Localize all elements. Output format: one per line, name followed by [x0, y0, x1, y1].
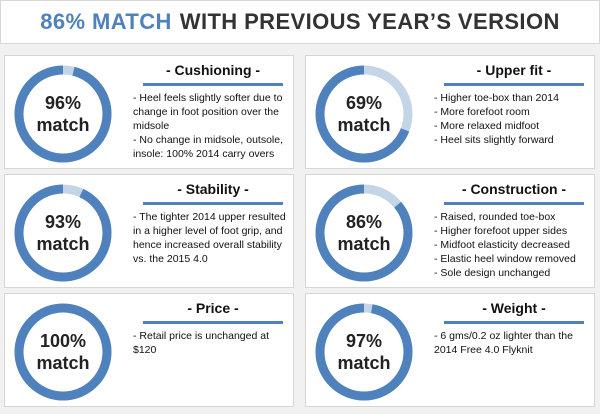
match-percent: 100%	[39, 331, 87, 351]
match-percent: 86%	[345, 212, 383, 232]
card-title: - Construction -	[461, 181, 567, 197]
card-title: - Stability -	[177, 181, 249, 197]
bullet-item: - Elastic heel window removed	[434, 253, 576, 265]
match-percent: 97%	[345, 331, 383, 351]
bullet-item: - 6 gms/0.2 oz lighter than the 2014 Fre…	[434, 330, 573, 356]
card-title: - Upper fit -	[476, 62, 552, 78]
donut-chart	[315, 303, 413, 401]
ring-progress-arc	[315, 184, 413, 282]
match-percent: 69%	[345, 93, 383, 113]
match-ring: 69% match	[314, 64, 414, 164]
card-weight: 97% match - Weight - - 6 gms/0.2 oz light…	[305, 293, 595, 407]
match-ring: 100% match	[13, 302, 113, 402]
card-upper-fit: 69% match - Upper fit - - Higher toe-box …	[305, 55, 595, 169]
match-label: 96% match	[13, 64, 113, 164]
match-label: 69% match	[314, 64, 414, 164]
bullet-item: - Heel feels slightly softer due to chan…	[133, 92, 283, 132]
ring-progress-arc	[14, 184, 112, 282]
match-percent: 96%	[44, 93, 82, 113]
title-underline	[143, 202, 283, 205]
donut-chart	[14, 65, 112, 163]
bullet-item: - No change in midsole, outsole, insole:…	[133, 134, 283, 160]
bullet-list: - Retail price is unchanged at $120	[133, 329, 291, 357]
card-construction: 86% match - Construction - - Raised, roun…	[305, 174, 595, 288]
bullet-item: - Retail price is unchanged at $120	[133, 330, 269, 356]
card-price: 100% match - Price - - Retail price is un…	[4, 293, 294, 407]
page-title: 86% MATCH WITH PREVIOUS YEAR’S VERSION	[0, 0, 600, 44]
match-ring: 96% match	[13, 64, 113, 164]
bullet-list: - Higher toe-box than 2014 - More forefoo…	[434, 91, 592, 147]
ring-progress-arc	[315, 65, 413, 163]
donut-chart	[315, 184, 413, 282]
ring-progress-arc	[315, 303, 413, 401]
match-label: 86% match	[314, 183, 414, 283]
card-stability: 93% match - Stability - - The tighter 201…	[4, 174, 294, 288]
card-title: - Cushioning -	[165, 62, 261, 78]
bullet-list: - 6 gms/0.2 oz lighter than the 2014 Fre…	[434, 329, 592, 357]
match-ring: 97% match	[314, 302, 414, 402]
match-word: match	[36, 353, 90, 373]
bullet-item: - Heel sits slightly forward	[434, 134, 554, 146]
bullet-list: - The tighter 2014 upper resulted in a h…	[133, 210, 291, 266]
match-ring: 86% match	[314, 183, 414, 283]
title-match-percent: 86% MATCH	[40, 9, 172, 34]
match-word: match	[337, 234, 391, 254]
title-underline	[143, 321, 283, 324]
ring-progress-arc	[14, 65, 112, 163]
match-ring: 93% match	[13, 183, 113, 283]
donut-chart	[14, 303, 112, 401]
match-label: 97% match	[314, 302, 414, 402]
match-word: match	[36, 115, 90, 135]
title-text: WITH PREVIOUS YEAR’S VERSION	[179, 9, 560, 34]
bullet-item: - More relaxed midfoot	[434, 120, 540, 132]
match-percent: 93%	[44, 212, 82, 232]
match-word: match	[36, 234, 90, 254]
match-word: match	[337, 353, 391, 373]
match-label: 93% match	[13, 183, 113, 283]
bullet-item: - Sole design unchanged	[434, 267, 551, 279]
bullet-item: - Higher toe-box than 2014	[434, 92, 559, 104]
card-title: - Weight -	[482, 300, 546, 316]
bullet-list: - Raised, rounded toe-box - Higher forefo…	[434, 210, 592, 280]
match-label: 100% match	[13, 302, 113, 402]
title-underline	[444, 321, 584, 324]
bullet-item: - Higher forefoot upper sides	[434, 225, 568, 237]
bullet-item: - Midfoot elasticity decreased	[434, 239, 570, 251]
title-underline	[143, 83, 283, 86]
bullet-item: - More forefoot room	[434, 106, 530, 118]
bullet-list: - Heel feels slightly softer due to chan…	[133, 91, 291, 161]
title-underline	[444, 83, 584, 86]
donut-chart	[315, 65, 413, 163]
title-underline	[444, 202, 584, 205]
card-title: - Price -	[187, 300, 239, 316]
card-cushioning: 96% match - Cushioning - - Heel feels sli…	[4, 55, 294, 169]
bullet-item: - The tighter 2014 upper resulted in a h…	[133, 211, 286, 265]
donut-chart	[14, 184, 112, 282]
ring-progress-arc	[14, 303, 112, 401]
match-word: match	[337, 115, 391, 135]
bullet-item: - Raised, rounded toe-box	[434, 211, 556, 223]
